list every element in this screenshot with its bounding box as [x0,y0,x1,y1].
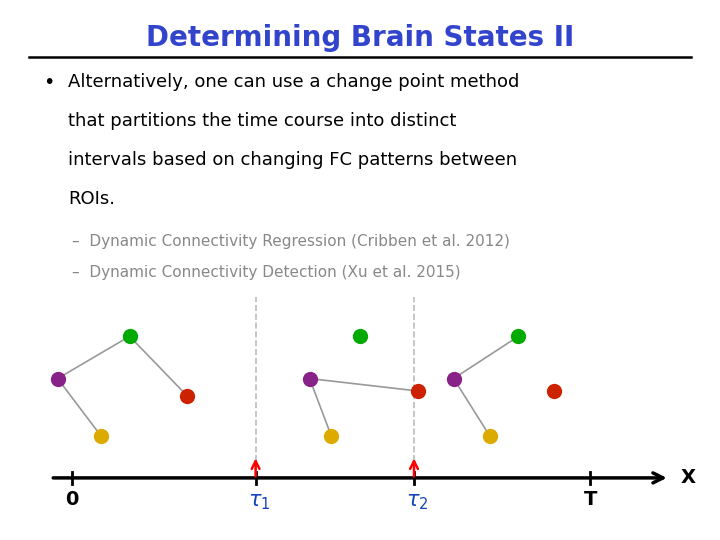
Text: Alternatively, one can use a change point method: Alternatively, one can use a change poin… [68,73,520,91]
Text: •: • [43,73,55,92]
Text: 0: 0 [66,490,78,509]
Text: –  Dynamic Connectivity Detection (Xu et al. 2015): – Dynamic Connectivity Detection (Xu et … [72,265,461,280]
Text: $\tau_1$: $\tau_1$ [248,491,271,511]
Text: intervals based on changing FC patterns between: intervals based on changing FC patterns … [68,151,518,168]
Text: –  Dynamic Connectivity Regression (Cribben et al. 2012): – Dynamic Connectivity Regression (Cribb… [72,234,510,249]
Text: T: T [584,490,597,509]
Text: that partitions the time course into distinct: that partitions the time course into dis… [68,112,456,130]
Text: X: X [680,468,696,488]
Text: Determining Brain States II: Determining Brain States II [146,24,574,52]
Text: ROIs.: ROIs. [68,190,115,207]
Text: $\tau_2$: $\tau_2$ [406,491,429,511]
